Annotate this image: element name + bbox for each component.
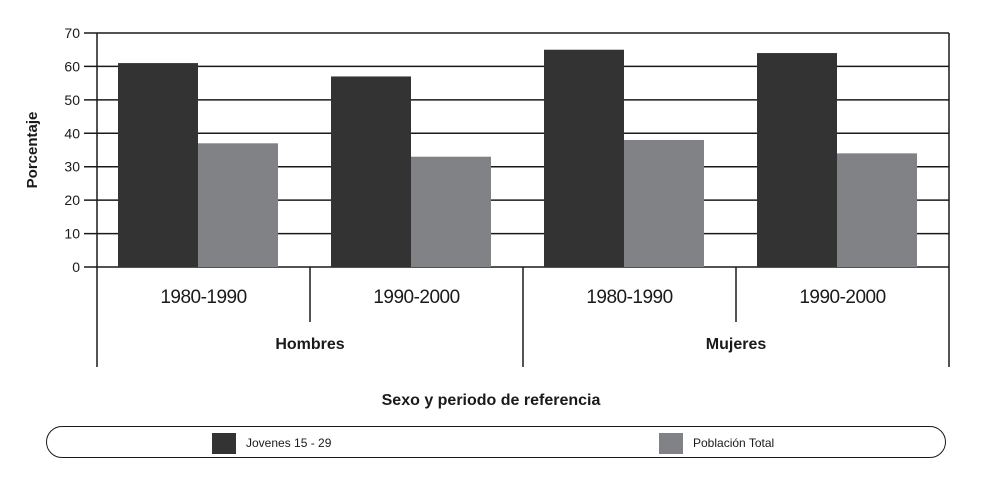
bar-poblacion-total (837, 153, 917, 267)
bar-jovenes (118, 63, 198, 268)
category-label: 1990-2000 (799, 287, 885, 308)
group-label: Hombres (275, 336, 344, 353)
legend-swatch-dark (212, 432, 236, 454)
y-tick-label: 70 (64, 25, 80, 41)
y-tick-label: 20 (64, 192, 80, 208)
x-axis-title: Sexo y periodo de referencia (381, 392, 601, 409)
bar-poblacion-total (624, 139, 704, 267)
y-tick-label: 30 (64, 159, 80, 175)
category-label: 1990-2000 (373, 287, 459, 308)
y-tick-label: 50 (64, 92, 80, 108)
legend: Jovenes 15 - 29 Población Total (46, 426, 946, 458)
bar-jovenes (544, 49, 624, 267)
bar-poblacion-total (411, 156, 491, 267)
legend-label: Población Total (693, 436, 775, 450)
y-tick-label: 10 (64, 226, 80, 242)
category-label: 1980-1990 (160, 287, 246, 308)
bar-poblacion-total (198, 143, 278, 267)
y-axis-title: Porcentaje (24, 112, 41, 189)
bar-jovenes (331, 76, 411, 267)
y-tick-label: 60 (64, 58, 80, 74)
group-label: Mujeres (706, 336, 767, 353)
bar-chart: 0 10 20 30 40 50 60 70 1980-1990 1990-2000 Hombres… (24, 25, 950, 367)
category-label: 1980-1990 (586, 287, 672, 308)
legend-item-jovenes: Jovenes 15 - 29 (212, 432, 331, 454)
bar-jovenes (757, 53, 837, 267)
legend-item-poblacion: Población Total (659, 432, 774, 454)
y-tick-label: 40 (64, 125, 80, 141)
legend-swatch-gray (659, 432, 683, 454)
y-tick-label: 0 (72, 259, 80, 275)
legend-label: Jovenes 15 - 29 (246, 436, 332, 450)
